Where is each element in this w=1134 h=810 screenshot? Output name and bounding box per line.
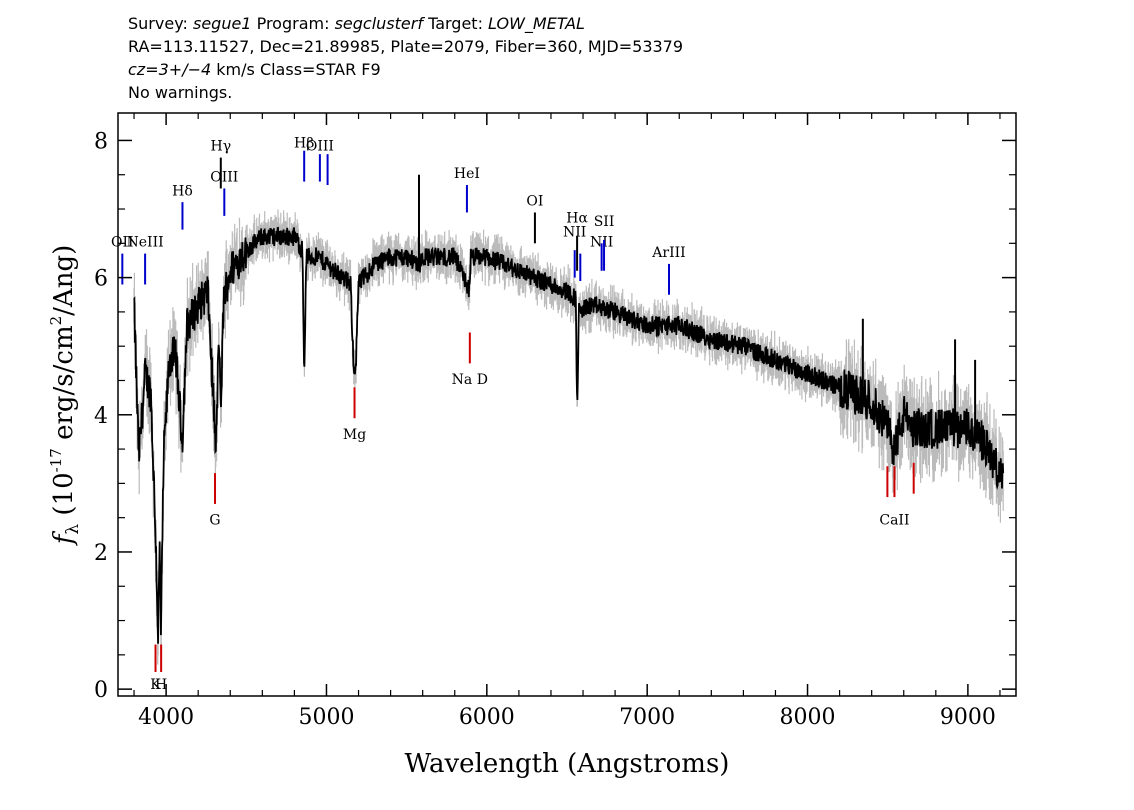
axis-ticks: 4000 5000 6000 7000 8000 9000 0 2 4 6 8 (94, 113, 1016, 730)
warnings-text: No warnings. (128, 83, 233, 102)
x-tick-label: 9000 (940, 705, 996, 730)
survey-value: segue1 (192, 14, 252, 33)
error-band (133, 209, 1004, 665)
absorption-line-label: K (150, 677, 161, 693)
emission-line-label: Hγ (210, 139, 231, 155)
emission-line-label: NII (563, 224, 586, 240)
absorption-line-label: Mg (343, 427, 366, 443)
header-line-1: Survey: segue1 Program: segclusterf Targ… (128, 12, 683, 35)
y-axis-title-exp: -17 (47, 448, 65, 472)
flux-series (133, 174, 1005, 644)
y-axis-title: fλ (10-17 erg/s/cm2/Ang) (47, 245, 83, 547)
y-axis-title-post: erg/s/cm (49, 325, 79, 448)
cz-value: cz=3+/−4 (128, 60, 212, 79)
target-value: LOW_METAL (488, 14, 585, 33)
absorption-line-label: CaII (879, 513, 909, 529)
emission-line-label: NeIII (127, 235, 164, 251)
program-label: Program: (256, 14, 330, 33)
emission-line-label: Hδ (172, 183, 193, 199)
spectral-line-markers: OIINeIIIHδHγOIIIHβOIIIHeIOINIIHαNIISIIAr… (111, 135, 915, 693)
program-value: segclusterf (334, 14, 423, 33)
emission-line-label: OIII (210, 170, 238, 186)
y-axis-title-end: /Ang) (49, 245, 79, 316)
target-label: Target: (428, 14, 483, 33)
plot-frame (117, 112, 1017, 697)
y-tick-label: 6 (94, 267, 108, 292)
x-tick-label: 4000 (138, 705, 194, 730)
flux-line (133, 226, 1005, 644)
emission-line-label: OIII (306, 139, 334, 155)
emission-line-label: SII (594, 214, 615, 230)
x-tick-label: 5000 (298, 705, 354, 730)
y-tick-label: 2 (94, 541, 108, 566)
x-tick-label: 7000 (619, 705, 675, 730)
emission-line-label: OI (526, 194, 543, 210)
y-axis-title-exp2: 2 (47, 316, 65, 326)
emission-line-label: NII (590, 235, 613, 251)
header-line-3: cz=3+/−4 km/s Class=STAR F9 (128, 58, 683, 81)
y-tick-label: 4 (94, 404, 108, 429)
absorption-line-label: Na D (452, 372, 488, 388)
error-band-path (133, 209, 1004, 665)
emission-line-label: Hα (566, 211, 588, 227)
emission-line-label: HeI (454, 166, 480, 182)
y-axis-title-sub: λ (63, 524, 83, 535)
x-tick-label: 8000 (780, 705, 836, 730)
absorption-line-label: H (155, 677, 167, 693)
y-tick-label: 8 (94, 129, 108, 154)
y-axis-title-mid: (10 (49, 472, 79, 524)
absorption-line-label: G (209, 513, 220, 529)
header-line-2: RA=113.11527, Dec=21.89985, Plate=2079, … (128, 37, 684, 56)
class-value: Class=STAR F9 (259, 60, 381, 79)
x-axis-title: Wavelength (Angstroms) (405, 749, 730, 779)
spectrum-header: Survey: segue1 Program: segclusterf Targ… (128, 12, 683, 104)
y-tick-label: 0 (94, 678, 108, 703)
emission-line-label: ArIII (651, 245, 685, 261)
cz-unit: km/s (216, 60, 255, 79)
emission-line-label: Hβ (294, 135, 314, 151)
x-tick-label: 6000 (459, 705, 515, 730)
survey-label: Survey: (128, 14, 188, 33)
